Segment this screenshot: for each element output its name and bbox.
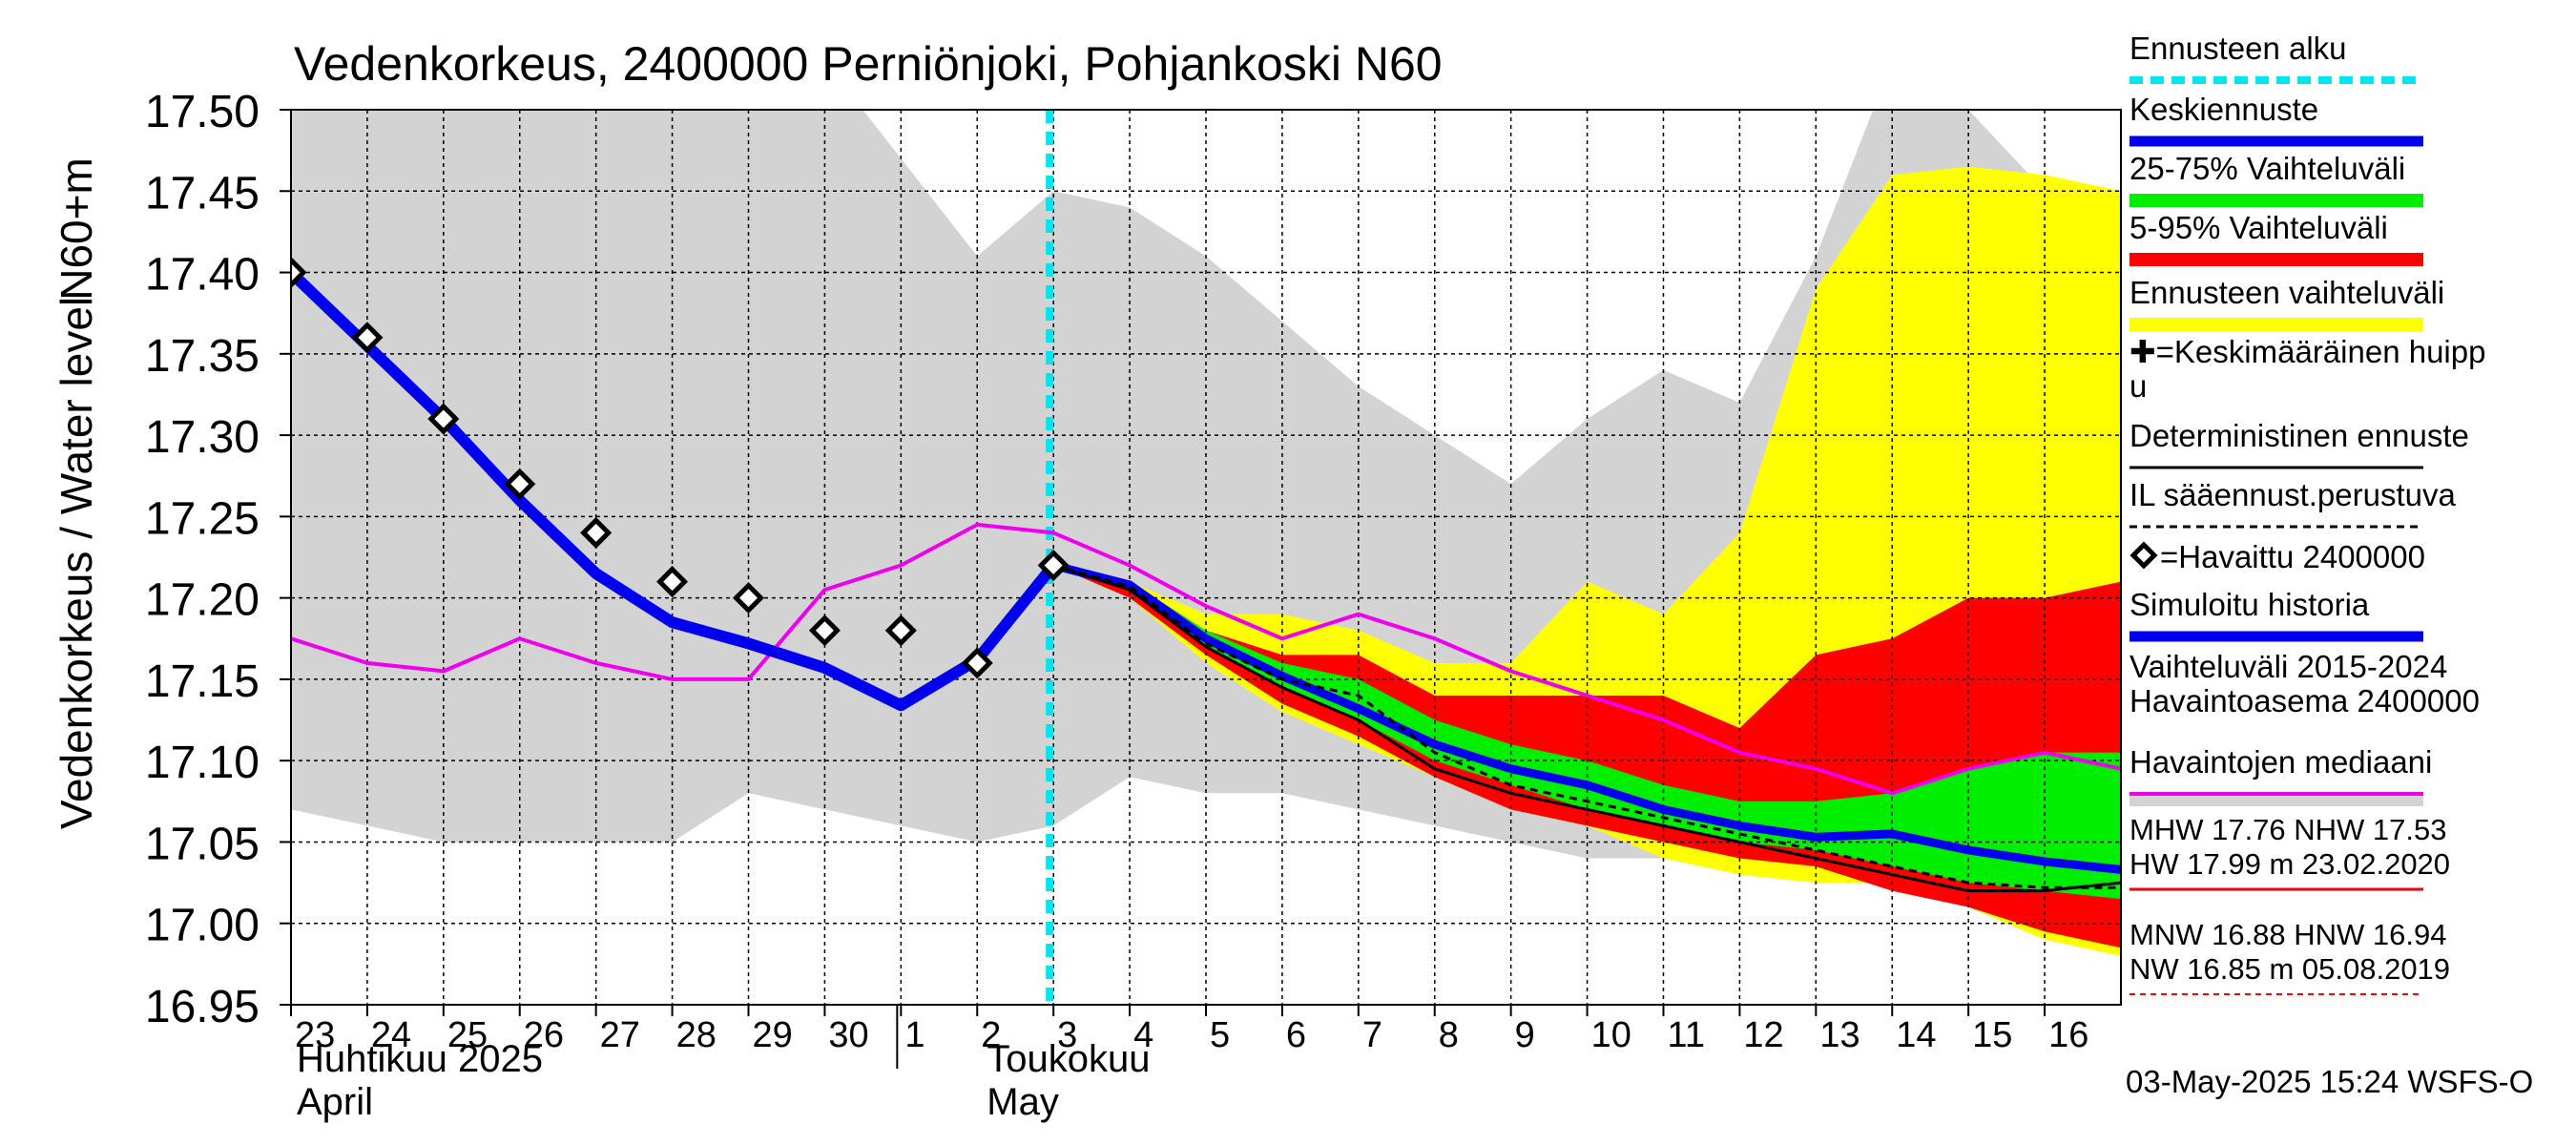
legend-label: 25-75% Vaihteluväli <box>2129 151 2405 186</box>
month-label-en: April <box>297 1081 373 1123</box>
legend-label: Deterministinen ennuste <box>2129 418 2469 453</box>
legend-label: Ennusteen alku <box>2129 31 2347 66</box>
legend-diamond <box>2129 541 2158 570</box>
legend-label: Vaihteluväli 2015-2024 <box>2129 649 2447 684</box>
series-dashed-8 <box>1052 564 2121 889</box>
y-axis-label: Vedenkorkeus / Water level <box>52 297 101 829</box>
observed-marker <box>504 468 536 500</box>
x-tick-label: 12 <box>1743 1015 1783 1055</box>
month-label-fi: Huhtikuu 2025 <box>297 1038 543 1080</box>
x-tick-label: 11 <box>1668 1015 1705 1055</box>
footer-timestamp: 03-May-2025 15:24 WSFS-O <box>2126 1064 2533 1099</box>
legend-label: IL sääennust.perustuva <box>2129 477 2456 512</box>
y-tick-label: 17.10 <box>145 738 260 788</box>
stat-line1: MNW 16.88 HNW 16.94 <box>2129 918 2447 951</box>
y-axis-labels: Vedenkorkeus / Water level N60+m <box>52 157 101 829</box>
observed-marker <box>351 322 384 354</box>
legend-label: =Havaittu 2400000 <box>2160 539 2425 574</box>
x-tick-label: 15 <box>1972 1015 2012 1055</box>
x-tick-label: 7 <box>1362 1015 1382 1055</box>
x-tick-label: 16 <box>2048 1015 2088 1055</box>
observed-marker <box>1037 549 1070 582</box>
legend-label: 5-95% Vaihteluväli <box>2129 210 2388 245</box>
y-axis-unit: N60+m <box>52 157 101 301</box>
y-tick-label: 17.50 <box>145 87 260 137</box>
y-tick-label: 17.15 <box>145 656 260 707</box>
observed-marker <box>732 582 765 614</box>
x-tick-label: 9 <box>1515 1015 1535 1055</box>
x-tick-label: 14 <box>1896 1015 1936 1055</box>
x-tick-label: 4 <box>1133 1015 1153 1055</box>
stat-line2: HW 17.99 m 23.02.2020 <box>2129 847 2450 881</box>
observed-marker <box>580 516 613 549</box>
y-tick-label: 17.25 <box>145 493 260 544</box>
month-label-fi: Toukokuu <box>987 1038 1150 1080</box>
series-line-7 <box>1052 564 2121 893</box>
y-tick-label: 17.40 <box>145 250 260 301</box>
observed-marker <box>291 257 307 289</box>
legend-label-cont: u <box>2129 368 2147 404</box>
legend-label: Keskiennuste <box>2129 92 2318 127</box>
chart-title: Vedenkorkeus, 2400000 Perniönjoki, Pohja… <box>294 37 1443 91</box>
y-tick-label: 17.30 <box>145 412 260 463</box>
y-tick-label: 17.05 <box>145 819 260 869</box>
x-tick-label: 5 <box>1210 1015 1230 1055</box>
x-tick-label: 6 <box>1286 1015 1306 1055</box>
y-tick-label: 17.20 <box>145 575 260 626</box>
observed-marker <box>427 403 460 435</box>
x-tick-label: 25 <box>447 1015 488 1055</box>
x-tick-label: 30 <box>828 1015 868 1055</box>
y-tick-label: 16.95 <box>145 982 260 1032</box>
x-tick-label: 2 <box>981 1015 1001 1055</box>
band-3 <box>1053 565 2121 900</box>
stat-line1: MHW 17.76 NHW 17.53 <box>2129 813 2447 846</box>
y-tick-label: 17.00 <box>145 901 260 951</box>
observed-marker <box>656 566 689 598</box>
x-tick-label: 23 <box>295 1015 335 1055</box>
legend-label-cont: Havaintoasema 2400000 <box>2129 683 2480 718</box>
x-tick-label: 28 <box>676 1015 717 1055</box>
x-tick-label: 29 <box>753 1015 793 1055</box>
observed-marker <box>884 614 917 647</box>
series-line-5 <box>291 268 1058 712</box>
x-tick-label: 10 <box>1591 1015 1631 1055</box>
x-tick-label: 1 <box>904 1015 924 1055</box>
stat-line2: NW 16.85 m 05.08.2019 <box>2129 952 2450 986</box>
series-line-4 <box>291 522 2121 796</box>
x-tick-label: 24 <box>371 1015 411 1055</box>
legend-label: Ennusteen vaihteluväli <box>2129 275 2444 310</box>
observed-marker <box>808 614 841 647</box>
y-tick-label: 17.45 <box>145 168 260 219</box>
y-tick-label: 17.35 <box>145 331 260 382</box>
legend-label: Havaintojen mediaani <box>2129 744 2432 780</box>
x-tick-label: 8 <box>1439 1015 1459 1055</box>
x-tick-label: 27 <box>600 1015 640 1055</box>
month-label-en: May <box>987 1081 1059 1123</box>
x-tick-label: 3 <box>1057 1015 1077 1055</box>
legend-label: ✚=Keskimääräinen huipp <box>2129 334 2485 369</box>
x-tick-label: 26 <box>524 1015 564 1055</box>
series-line-6 <box>1052 561 2121 874</box>
legend-label: Simuloitu historia <box>2129 587 2370 622</box>
observed-marker <box>961 647 993 679</box>
x-tick-label: 13 <box>1819 1015 1859 1055</box>
